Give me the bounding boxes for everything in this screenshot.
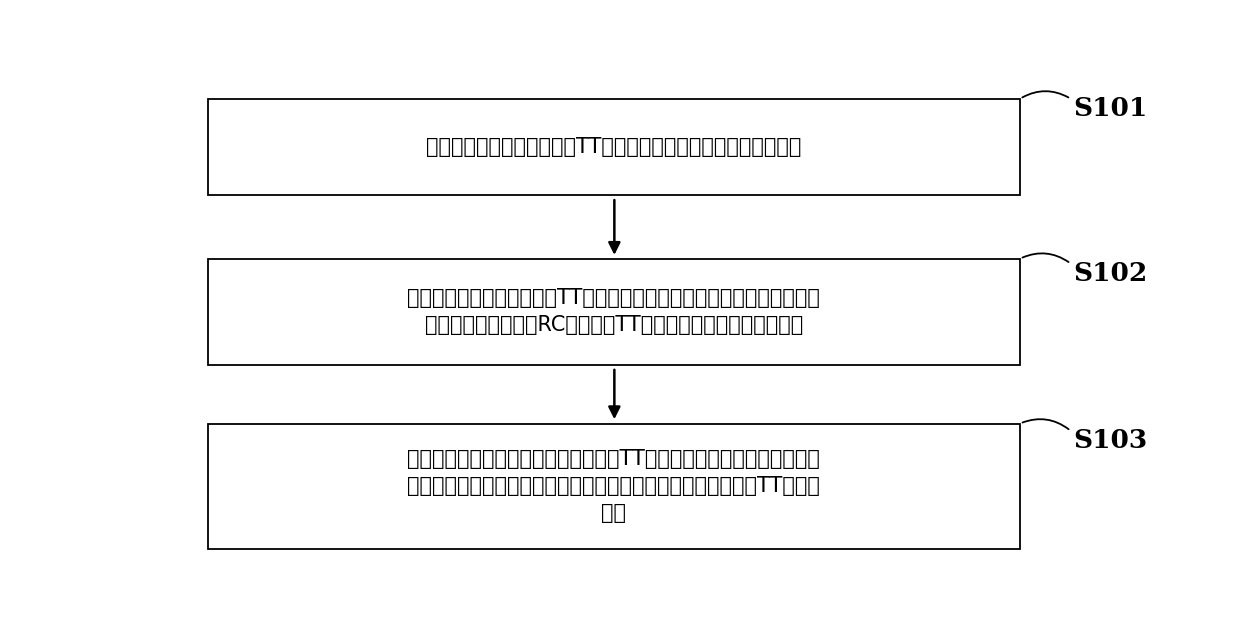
FancyBboxPatch shape	[208, 99, 1019, 195]
FancyBboxPatch shape	[208, 259, 1019, 364]
Text: S103: S103	[1073, 429, 1147, 454]
Text: 散开调度，使得后续RC业务利用TT业务间的孔隙进行调度和传输: 散开调度，使得后续RC业务利用TT业务间的孔隙进行调度和传输	[425, 315, 804, 335]
Text: 度表: 度表	[601, 504, 626, 523]
Text: 在传统分区调度方案生成的TT业务静态调度表中引入孔隙度的概念: 在传统分区调度方案生成的TT业务静态调度表中引入孔隙度的概念	[427, 137, 801, 157]
Text: S102: S102	[1073, 261, 1147, 286]
Text: 每一段链路中的节点选择满足调度和传输要求的空闲时隙；生成TT静态调: 每一段链路中的节点选择满足调度和传输要求的空闲时隙；生成TT静态调	[408, 476, 821, 497]
FancyBboxPatch shape	[208, 424, 1019, 549]
Text: 采用一种快速路径选择算法依次为每个TT通信任务选择路径，为所经过的: 采用一种快速路径选择算法依次为每个TT通信任务选择路径，为所经过的	[408, 449, 821, 469]
Text: S101: S101	[1073, 96, 1147, 121]
Text: 将集中调度的优先级最高的TT数据帧业务通过一种后验生成孔隙的方法分: 将集中调度的优先级最高的TT数据帧业务通过一种后验生成孔隙的方法分	[408, 288, 821, 308]
